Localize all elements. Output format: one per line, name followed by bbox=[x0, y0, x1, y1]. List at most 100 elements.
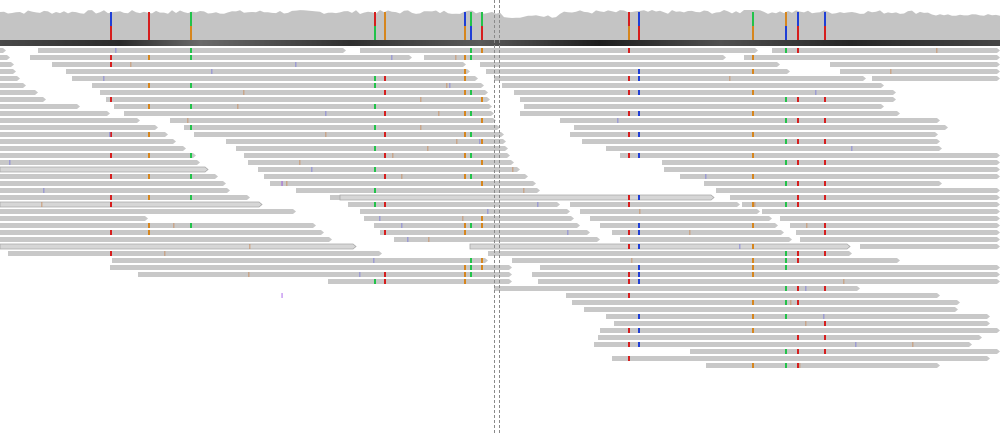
aligned-read[interactable] bbox=[512, 258, 900, 263]
aligned-read[interactable] bbox=[264, 174, 528, 179]
coverage-variant-bar[interactable] bbox=[464, 26, 466, 40]
aligned-read[interactable] bbox=[570, 202, 740, 207]
coverage-variant-bar[interactable] bbox=[638, 26, 640, 40]
aligned-read[interactable] bbox=[170, 118, 496, 123]
aligned-read[interactable] bbox=[538, 279, 1000, 284]
aligned-read[interactable] bbox=[600, 328, 1000, 333]
aligned-read[interactable] bbox=[606, 314, 990, 319]
coverage-variant-bar[interactable] bbox=[374, 26, 376, 40]
aligned-read[interactable] bbox=[502, 83, 884, 88]
aligned-read[interactable] bbox=[138, 272, 512, 277]
aligned-read[interactable] bbox=[706, 363, 940, 368]
aligned-read[interactable] bbox=[590, 216, 772, 221]
aligned-read[interactable] bbox=[772, 48, 1000, 53]
aligned-read[interactable] bbox=[790, 223, 1000, 228]
aligned-read[interactable] bbox=[594, 342, 972, 347]
coverage-variant-bar[interactable] bbox=[628, 12, 630, 26]
aligned-read[interactable] bbox=[194, 132, 504, 137]
aligned-read[interactable] bbox=[600, 223, 778, 228]
aligned-read[interactable] bbox=[72, 76, 478, 81]
aligned-read[interactable] bbox=[494, 286, 860, 291]
aligned-read[interactable] bbox=[0, 97, 46, 102]
aligned-read[interactable] bbox=[580, 209, 760, 214]
aligned-read[interactable] bbox=[532, 272, 1000, 277]
aligned-read[interactable] bbox=[488, 251, 852, 256]
aligned-read[interactable] bbox=[248, 160, 514, 165]
aligned-read[interactable] bbox=[0, 69, 16, 74]
aligned-read[interactable] bbox=[226, 139, 506, 144]
aligned-read[interactable] bbox=[348, 202, 560, 207]
coverage-variant-bar[interactable] bbox=[797, 26, 799, 40]
aligned-read[interactable] bbox=[110, 265, 512, 270]
aligned-read[interactable] bbox=[582, 139, 940, 144]
aligned-read[interactable] bbox=[574, 125, 948, 130]
coverage-variant-bar[interactable] bbox=[752, 26, 754, 40]
insertion-marker[interactable]: I bbox=[281, 292, 283, 300]
coverage-variant-bar[interactable] bbox=[384, 12, 386, 40]
aligned-read[interactable] bbox=[0, 118, 140, 123]
aligned-read[interactable] bbox=[520, 97, 896, 102]
aligned-read[interactable] bbox=[8, 251, 382, 256]
aligned-read[interactable] bbox=[662, 160, 1000, 165]
coverage-variant-bar[interactable] bbox=[638, 12, 640, 26]
aligned-read[interactable] bbox=[524, 104, 884, 109]
aligned-read[interactable] bbox=[716, 188, 1000, 193]
aligned-read[interactable] bbox=[0, 243, 357, 250]
aligned-read[interactable] bbox=[796, 230, 1000, 235]
aligned-read[interactable] bbox=[0, 90, 38, 95]
coverage-variant-bar[interactable] bbox=[752, 12, 754, 26]
aligned-read[interactable] bbox=[184, 125, 500, 130]
aligned-read[interactable] bbox=[66, 69, 470, 74]
aligned-read[interactable] bbox=[0, 181, 226, 186]
aligned-read[interactable] bbox=[394, 237, 600, 242]
aligned-read[interactable] bbox=[100, 90, 488, 95]
aligned-read[interactable] bbox=[469, 243, 851, 250]
coverage-variant-bar[interactable] bbox=[797, 12, 799, 26]
aligned-read[interactable] bbox=[0, 216, 148, 221]
aligned-read[interactable] bbox=[620, 237, 792, 242]
aligned-read[interactable] bbox=[0, 125, 158, 130]
aligned-read[interactable] bbox=[830, 62, 1000, 67]
aligned-read[interactable] bbox=[780, 216, 1000, 221]
coverage-variant-bar[interactable] bbox=[470, 26, 472, 40]
coverage-variant-bar[interactable] bbox=[464, 12, 466, 26]
aligned-read[interactable] bbox=[360, 48, 758, 53]
coverage-variant-bar[interactable] bbox=[374, 12, 376, 26]
aligned-read[interactable] bbox=[0, 111, 110, 116]
aligned-read[interactable] bbox=[0, 153, 196, 158]
coverage-variant-bar[interactable] bbox=[110, 12, 112, 26]
aligned-read[interactable] bbox=[0, 209, 296, 214]
aligned-read[interactable] bbox=[566, 293, 940, 298]
aligned-read[interactable] bbox=[360, 209, 570, 214]
aligned-read[interactable] bbox=[0, 62, 14, 67]
coverage-variant-bar[interactable] bbox=[470, 12, 472, 26]
coverage-variant-bar[interactable] bbox=[148, 12, 150, 40]
aligned-read[interactable] bbox=[270, 181, 536, 186]
aligned-read[interactable] bbox=[860, 244, 1000, 249]
aligned-read[interactable] bbox=[742, 202, 1000, 207]
aligned-read[interactable] bbox=[598, 335, 982, 340]
aligned-read[interactable] bbox=[0, 201, 263, 208]
aligned-read[interactable] bbox=[612, 356, 990, 361]
aligned-read[interactable] bbox=[872, 76, 1000, 81]
aligned-read[interactable] bbox=[380, 230, 590, 235]
aligned-read[interactable] bbox=[328, 279, 512, 284]
aligned-read[interactable] bbox=[106, 97, 490, 102]
aligned-read[interactable] bbox=[680, 174, 1000, 179]
aligned-read[interactable] bbox=[0, 195, 250, 200]
read-alignment-track[interactable]: II bbox=[0, 46, 1000, 433]
aligned-read[interactable] bbox=[480, 62, 780, 67]
aligned-read[interactable] bbox=[0, 166, 209, 173]
aligned-read[interactable] bbox=[560, 118, 940, 123]
aligned-read[interactable] bbox=[0, 76, 20, 81]
aligned-read[interactable] bbox=[296, 188, 540, 193]
aligned-read[interactable] bbox=[514, 90, 896, 95]
aligned-read[interactable] bbox=[0, 160, 200, 165]
aligned-read[interactable] bbox=[762, 209, 1000, 214]
coverage-variant-bar[interactable] bbox=[110, 26, 112, 40]
aligned-read[interactable] bbox=[374, 223, 580, 228]
coverage-variant-bar[interactable] bbox=[190, 12, 192, 26]
aligned-read[interactable] bbox=[730, 195, 1000, 200]
aligned-read[interactable] bbox=[494, 76, 866, 81]
coverage-variant-bar[interactable] bbox=[481, 12, 483, 26]
